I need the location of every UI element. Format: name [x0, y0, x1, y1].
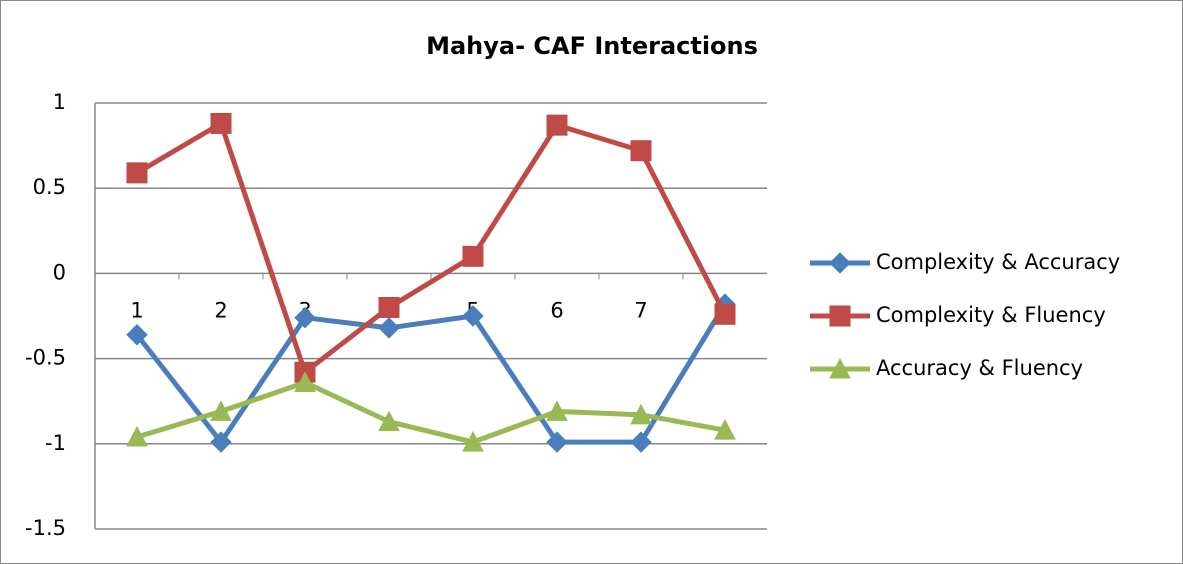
y-tick-label: 1 — [53, 90, 66, 114]
series-line — [135, 302, 728, 445]
y-tick-label: 0 — [53, 260, 66, 284]
y-tick-label: -1.5 — [25, 516, 66, 540]
legend-marker — [829, 305, 851, 327]
data-point — [714, 419, 736, 440]
data-point — [378, 296, 400, 318]
legend-label: Complexity & Accuracy — [876, 250, 1120, 274]
data-point — [630, 140, 652, 162]
data-point — [210, 112, 232, 134]
data-point — [126, 324, 148, 346]
data-point — [294, 371, 316, 392]
legend-label: Accuracy & Fluency — [876, 356, 1083, 380]
data-point — [714, 303, 736, 325]
data-point — [126, 162, 148, 184]
data-point — [378, 410, 400, 432]
data-point — [462, 245, 484, 267]
data-point — [462, 431, 484, 452]
data-point — [294, 306, 316, 329]
y-tick-label: -0.5 — [25, 346, 66, 370]
data-point — [546, 431, 568, 453]
data-point — [462, 305, 484, 327]
data-point — [126, 425, 148, 447]
data-point — [378, 317, 400, 339]
x-tick-label: 7 — [634, 298, 647, 322]
data-point — [630, 431, 652, 453]
data-point — [210, 400, 232, 421]
legend-marker — [829, 357, 851, 379]
data-point — [546, 400, 568, 421]
x-tick-label: 2 — [214, 298, 227, 322]
y-tick-label: -1 — [45, 431, 66, 455]
legend-marker — [829, 252, 851, 274]
x-tick-label: 6 — [550, 298, 563, 322]
legend-label: Complexity & Fluency — [876, 303, 1106, 327]
series-line — [135, 120, 728, 375]
y-tick-label: 0.5 — [33, 175, 66, 199]
chart-title: Mahya- CAF Interactions — [426, 32, 758, 60]
data-point — [210, 431, 232, 453]
data-point — [546, 114, 568, 136]
data-point — [630, 403, 652, 425]
series-line — [136, 379, 726, 445]
x-tick-label: 1 — [130, 298, 143, 322]
